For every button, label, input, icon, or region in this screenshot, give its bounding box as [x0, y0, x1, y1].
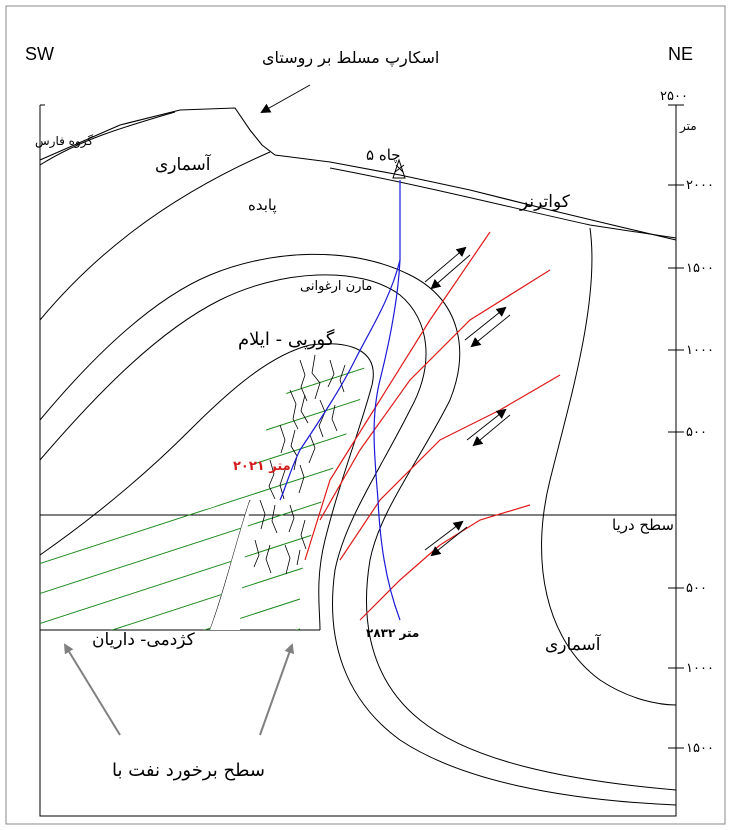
scale-tick-6: ۱۰۰۰ — [686, 661, 714, 676]
section-frame — [39, 104, 677, 817]
label-pabdeh: پابده — [248, 196, 277, 215]
asmari-boundary — [39, 151, 271, 321]
depth-scale — [668, 104, 684, 816]
core-mask — [210, 500, 250, 630]
fault-1 — [304, 231, 491, 561]
label-ne: NE — [668, 44, 693, 64]
well-path-sidetrack — [279, 259, 401, 501]
asmari-right-boundary — [541, 227, 677, 706]
label-depth-black: ۲۸۳۲ متر — [366, 626, 419, 640]
label-oil-contact: سطح برخورد نفت با — [112, 760, 265, 781]
fracture-zone — [253, 354, 346, 575]
scale-unit: متر — [679, 119, 697, 134]
scale-tick-0: ۲۵۰۰ — [660, 89, 688, 104]
label-sw: SW — [25, 44, 54, 64]
oil-contact-arrow-right — [259, 643, 295, 736]
fault-3 — [339, 374, 561, 561]
gurpi-ilam-boundary — [39, 343, 374, 631]
label-quaternary: کواترنر — [519, 192, 571, 212]
scale-tick-7: ۱۵۰۰ — [686, 741, 714, 756]
fault-slip-arrows — [424, 246, 511, 557]
label-purple-marl: مارن ارغوانی — [300, 279, 372, 294]
oil-contact-arrow-left — [63, 643, 121, 736]
fault-4 — [359, 504, 531, 621]
fars-boundary — [39, 111, 176, 166]
faults — [304, 231, 561, 621]
quaternary-boundary — [329, 167, 677, 239]
label-asmari-top: آسماری — [155, 153, 212, 175]
scale-tick-3: ۱۰۰۰ — [686, 343, 714, 358]
label-scarp: اسکارپ مسلط بر روستای — [262, 48, 439, 68]
scale-tick-4: ۵۰۰ — [686, 425, 707, 440]
label-sea-level: سطح دریا — [612, 516, 674, 534]
well-paths — [279, 180, 401, 621]
fault-2 — [319, 269, 551, 521]
label-gurpi-ilam: گورپی - ایلام — [238, 328, 335, 350]
label-asmari-right: آسماری — [545, 633, 602, 655]
scarp-arrow — [260, 84, 311, 113]
purple-marl-inner — [39, 274, 677, 806]
purple-marl-outer — [39, 253, 677, 791]
page-border — [5, 5, 726, 825]
well-path-main — [373, 180, 401, 621]
label-kazhdumi-dariyan: کژدمی- داریان — [92, 630, 196, 650]
label-depth-red: ۲۰۲۱ متر — [233, 459, 291, 474]
label-fars: گروه فارس — [35, 134, 93, 149]
oil-zone-hatch — [40, 352, 365, 630]
well-derrick-icon — [392, 158, 406, 179]
scale-tick-1: ۲۰۰۰ — [686, 178, 714, 193]
topographic-surface — [39, 107, 677, 241]
scale-tick-2: ۱۵۰۰ — [686, 261, 714, 276]
scale-tick-5: ۵۰۰ — [686, 581, 707, 596]
label-well: چاه ۵ — [366, 146, 401, 164]
